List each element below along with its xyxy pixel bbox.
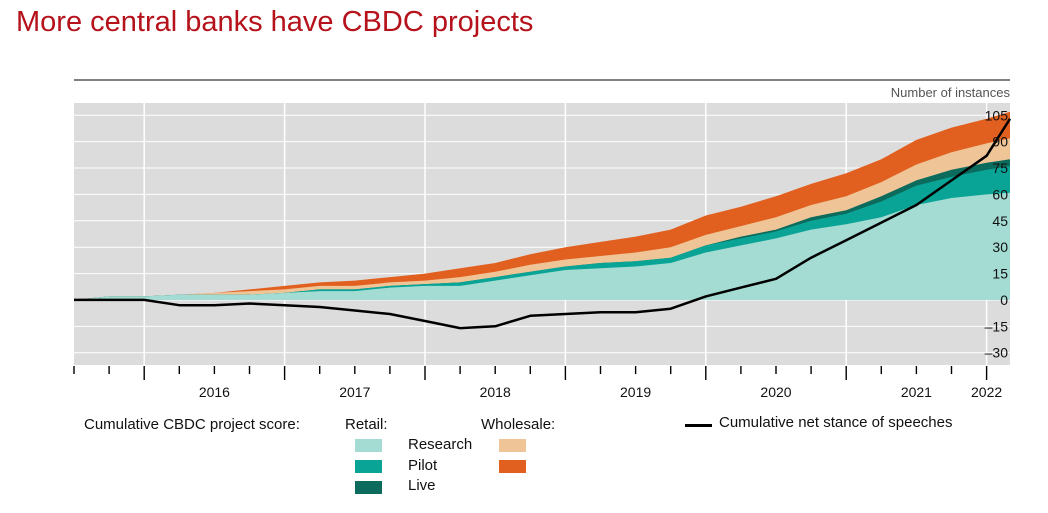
x-year-label: 2018 bbox=[480, 384, 511, 400]
x-year-label: 2019 bbox=[620, 384, 651, 400]
y-axis-title: Number of instances bbox=[891, 85, 1011, 100]
legend-swatch-research bbox=[355, 439, 382, 452]
y-tick-label: 15 bbox=[992, 266, 1008, 282]
legend-swatch-pilot bbox=[355, 460, 382, 473]
legend-swatch-wholesale-2 bbox=[499, 460, 526, 473]
y-tick-label: –15 bbox=[985, 318, 1009, 334]
legend-swatch-live bbox=[355, 481, 382, 494]
legend-pilot: Pilot bbox=[408, 457, 438, 474]
y-tick-label: 45 bbox=[992, 213, 1008, 229]
y-tick-label: 105 bbox=[985, 107, 1009, 123]
legend-wholesale-label: Wholesale: bbox=[481, 416, 556, 433]
y-tick-label: 0 bbox=[1000, 292, 1008, 308]
line-speeches bbox=[74, 118, 1012, 330]
x-year-label: 2022 bbox=[971, 384, 1002, 400]
y-tick-label: 30 bbox=[992, 239, 1008, 255]
area-retail-research bbox=[74, 192, 1010, 300]
legend-live: Live bbox=[408, 477, 436, 494]
legend-research: Research bbox=[408, 436, 473, 453]
x-year-label: 2021 bbox=[901, 384, 932, 400]
y-tick-label: 75 bbox=[992, 160, 1008, 176]
legend-score-label: Cumulative CBDC project score: bbox=[84, 416, 300, 433]
legend-speeches: Cumulative net stance of speeches bbox=[719, 414, 953, 431]
chart-title: More central banks have CBDC projects bbox=[16, 6, 534, 38]
legend-swatch-wholesale-1 bbox=[499, 439, 526, 452]
y-tick-label: –30 bbox=[985, 345, 1009, 361]
x-year-label: 2017 bbox=[339, 384, 370, 400]
x-year-label: 2016 bbox=[199, 384, 230, 400]
legend-line-speeches bbox=[685, 424, 712, 427]
y-tick-label: 60 bbox=[992, 186, 1008, 202]
x-year-label: 2020 bbox=[760, 384, 791, 400]
y-tick-label: 90 bbox=[992, 134, 1008, 150]
legend-retail-label: Retail: bbox=[345, 416, 388, 433]
